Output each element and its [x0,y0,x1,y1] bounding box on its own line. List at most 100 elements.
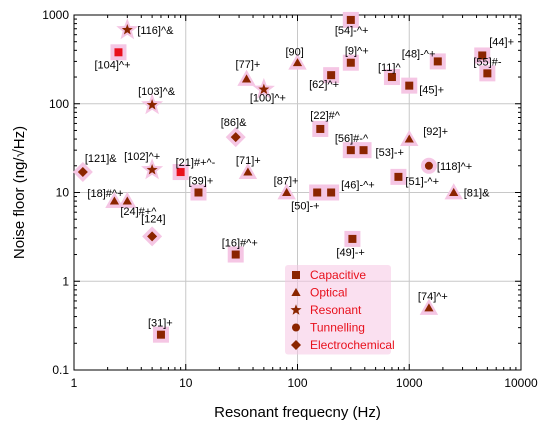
point-label: [81]& [464,188,490,200]
y-tick-label: 100 [49,97,69,111]
optical-marker [424,303,434,312]
capacitive-marker [478,51,487,60]
resonant-marker [146,99,158,110]
point-label: [74]^+ [418,291,448,303]
point-label: [16]#^+ [222,238,258,250]
capacitive-marker [394,172,403,181]
legend-label-electrochemical: Electrochemical [310,338,395,352]
capacitive-marker [176,168,185,177]
capacitive-marker [194,188,203,197]
capacitive-marker [231,250,240,259]
point-label: [54]-^+ [335,25,369,37]
point-label: [100]^+ [250,92,286,104]
point-label: [50]-+ [291,201,319,213]
point-label: [62]^+ [309,79,339,91]
legend: Capacitive Optical Resonant Tunnelling Elect… [285,265,395,355]
capacitive-marker [387,73,396,82]
optical-marker [449,187,459,196]
point-labels: [104]^+ [21]#+^- [39]+ [16]#^+ [31]+ [50]-+ [4… [85,25,514,330]
capacitive-marker [359,146,368,155]
point-label: [49]-+ [336,247,364,259]
optical-marker [241,74,252,83]
capacitive-marker [316,124,325,133]
capacitive-marker [313,188,322,197]
capacitive-marker [405,81,414,90]
y-tick-label: 1 [62,274,69,288]
x-axis-title: Resonant frequecny (Hz) [214,404,381,421]
legend-background [285,265,391,355]
data-markers [77,15,492,339]
point-label: [90] [286,47,304,59]
legend-label-tunnelling: Tunnelling [310,321,365,335]
y-tick-label: 10 [56,186,70,200]
capacitive-marker [327,188,336,197]
point-label: [102]^+ [124,151,160,163]
legend-label-capacitive: Capacitive [310,268,366,282]
y-tick-label: 0.1 [52,363,69,377]
legend-marker-resonant [290,304,302,315]
point-label: [18]#^+ [87,188,123,200]
point-label: [104]^+ [94,59,130,71]
capacitive-marker [346,146,355,155]
point-label: [21]#+^- [176,157,216,169]
point-label: [53]-+ [376,147,404,159]
legend-label-resonant: Resonant [310,303,362,317]
point-label: [11]^ [378,62,402,74]
y-tick-label: 1000 [42,8,69,22]
x-tick-label: 100 [287,376,307,390]
x-tick-label: 1 [71,376,78,390]
point-label: [86]& [221,117,247,129]
point-label: [71]+ [236,155,261,167]
point-label: [45]+ [419,85,444,97]
point-label: [77]+ [236,59,261,71]
optical-marker [122,196,132,205]
x-tick-label: 10 [179,376,193,390]
point-label: [44]+ [489,36,514,48]
point-label: [51]-^+ [405,176,439,188]
point-label: [31]+ [148,318,173,330]
electrochemical-marker [147,231,158,242]
capacitive-marker [346,58,355,67]
point-label: [22]#^ [310,110,340,122]
point-label: [121]& [85,153,117,165]
optical-marker [282,187,292,196]
point-label: [124] [141,213,165,225]
capacitive-marker [483,69,492,78]
optical-marker [243,167,253,176]
tunnelling-marker [424,161,433,170]
point-label: [24]#+^ [120,206,157,218]
capacitive-marker [327,71,336,80]
capacitive-marker [346,15,355,24]
point-label: [48]-^+ [402,48,436,60]
resonant-marker [146,164,158,175]
point-label: [9]^+ [345,46,369,58]
legend-marker-capacitive [292,271,300,279]
point-label: [92]+ [423,126,448,138]
legend-marker-electrochemical [291,340,301,350]
x-tick-label: 1000 [396,376,423,390]
legend-label-optical: Optical [310,286,347,300]
optical-marker [404,134,414,143]
optical-marker [292,58,303,67]
resonant-marker [121,24,133,35]
point-label: [116]^& [137,25,174,37]
point-label: [87]+ [274,176,299,188]
legend-marker-tunnelling [292,323,300,332]
legend-marker-optical [291,287,301,296]
capacitive-marker [114,48,123,57]
resonant-marker [258,83,270,95]
point-label: [39]+ [188,176,213,188]
point-label: [56]#-^ [335,133,369,145]
point-label: [55]#- [473,56,501,68]
electrochemical-marker [77,167,88,178]
capacitive-marker [156,330,165,339]
point-label: [46]-^+ [341,180,375,192]
x-tick-label: 10000 [504,376,538,390]
electrochemical-marker [230,132,241,143]
point-label: [103]^& [138,86,176,98]
y-axis-title: Noise floor (ng/√Hz) [11,126,28,259]
capacitive-marker [348,234,357,243]
optical-marker [109,196,120,205]
